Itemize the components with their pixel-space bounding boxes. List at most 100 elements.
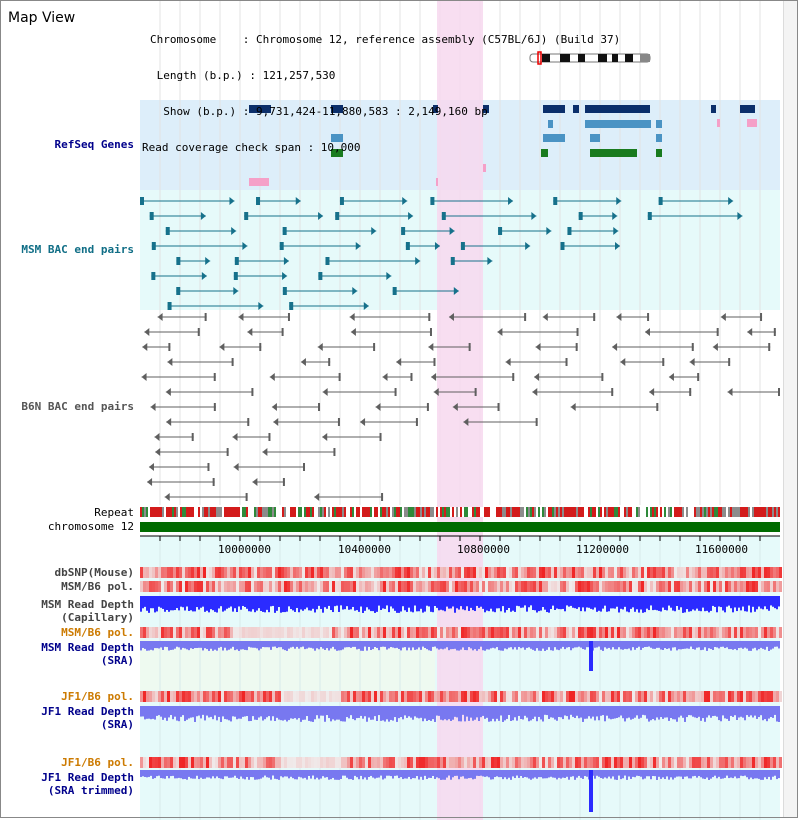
vertical-scrollbar[interactable] — [783, 0, 798, 818]
depth-bar — [494, 706, 496, 722]
heat-cell — [596, 627, 599, 638]
depth-bar — [154, 596, 156, 613]
depth-bar — [374, 596, 376, 613]
heat-cell — [665, 691, 668, 702]
depth-bar — [270, 641, 272, 650]
depth-bar — [384, 641, 386, 647]
b6n-bac-end — [474, 388, 477, 396]
heat-cell — [368, 567, 371, 578]
depth-bar — [752, 706, 754, 718]
depth-bar — [776, 641, 778, 647]
repeat-segment — [504, 507, 506, 517]
heat-cell — [326, 627, 329, 638]
heat-cell — [602, 567, 605, 578]
heat-cell — [320, 691, 323, 702]
repeat-segment — [412, 507, 414, 517]
depth-bar — [332, 641, 334, 647]
ideogram-band — [560, 54, 570, 62]
b6n-bac-end — [497, 403, 500, 411]
heat-cell — [740, 567, 743, 578]
depth-bar — [576, 770, 578, 778]
depth-bar — [496, 596, 498, 609]
repeat-segment — [264, 507, 266, 517]
depth-bar — [546, 596, 548, 613]
depth-bar — [770, 596, 772, 606]
repeat-segment — [458, 507, 460, 517]
heat-cell — [425, 691, 428, 702]
heat-cell — [161, 567, 164, 578]
msm-bac-end — [233, 287, 239, 295]
depth-bar — [370, 641, 372, 651]
depth-bar — [440, 706, 442, 720]
depth-bar — [560, 706, 562, 718]
heat-cell — [428, 567, 431, 578]
heat-cell — [347, 757, 350, 768]
heat-cell — [191, 567, 194, 578]
depth-bar — [432, 596, 434, 613]
depth-bar — [766, 641, 768, 647]
show-range-line: Show (b.p.) : 9,731,424-11,880,583 : 2,1… — [150, 105, 488, 118]
repeat-segment — [244, 507, 246, 517]
depth-bar — [738, 641, 740, 649]
depth-bar — [720, 706, 722, 722]
depth-bar — [748, 706, 750, 717]
depth-bar — [752, 641, 754, 649]
heat-cell — [713, 627, 716, 638]
chromosome-line: Chromosome : Chromosome 12, reference as… — [150, 33, 621, 46]
depth-bar — [484, 706, 486, 719]
msm-bac-end — [658, 197, 663, 205]
depth-bar — [456, 706, 458, 718]
depth-bar — [334, 596, 336, 607]
depth-bar — [190, 641, 192, 649]
depth-bar — [468, 706, 470, 721]
repeat-segment — [154, 507, 156, 517]
depth-bar — [638, 641, 640, 647]
depth-bar — [224, 770, 226, 777]
depth-bar — [156, 641, 158, 649]
depth-bar — [630, 770, 632, 779]
heat-cell — [188, 757, 191, 768]
depth-bar — [432, 641, 434, 647]
depth-bar — [736, 770, 738, 779]
heat-cell — [407, 627, 410, 638]
b6n-bac-end — [155, 448, 161, 456]
depth-bar — [714, 596, 716, 607]
repeat-segment — [172, 507, 174, 517]
depth-bar — [582, 641, 584, 650]
depth-bar — [746, 596, 748, 612]
heat-cell — [449, 567, 452, 578]
depth-bar — [178, 596, 180, 611]
heat-cell — [773, 567, 776, 578]
depth-bar — [218, 596, 220, 609]
heat-cell — [335, 627, 338, 638]
heat-cell — [653, 567, 656, 578]
depth-bar — [164, 770, 166, 779]
b6n-bac-end — [303, 463, 306, 471]
depth-bar — [236, 706, 238, 720]
repeat-segment — [420, 507, 422, 517]
heat-cell — [692, 581, 695, 592]
heat-cell — [350, 581, 353, 592]
depth-bar — [280, 596, 282, 613]
depth-bar — [346, 596, 348, 607]
depth-bar — [230, 770, 232, 778]
depth-bar — [184, 770, 186, 779]
depth-bar — [400, 596, 402, 612]
depth-bar — [250, 596, 252, 612]
depth-bar — [660, 641, 662, 650]
heat-cell — [503, 581, 506, 592]
depth-bar — [626, 706, 628, 719]
depth-bar — [164, 641, 166, 647]
depth-bar — [770, 706, 772, 718]
depth-bar — [364, 706, 366, 717]
depth-bar — [324, 770, 326, 778]
heat-cell — [647, 567, 650, 578]
depth-bar — [294, 706, 296, 719]
depth-bar — [728, 596, 730, 606]
heat-cell — [203, 691, 206, 702]
depth-bar — [552, 706, 554, 718]
depth-bar — [150, 706, 152, 720]
heat-cell — [254, 567, 257, 578]
heat-cell — [584, 757, 587, 768]
